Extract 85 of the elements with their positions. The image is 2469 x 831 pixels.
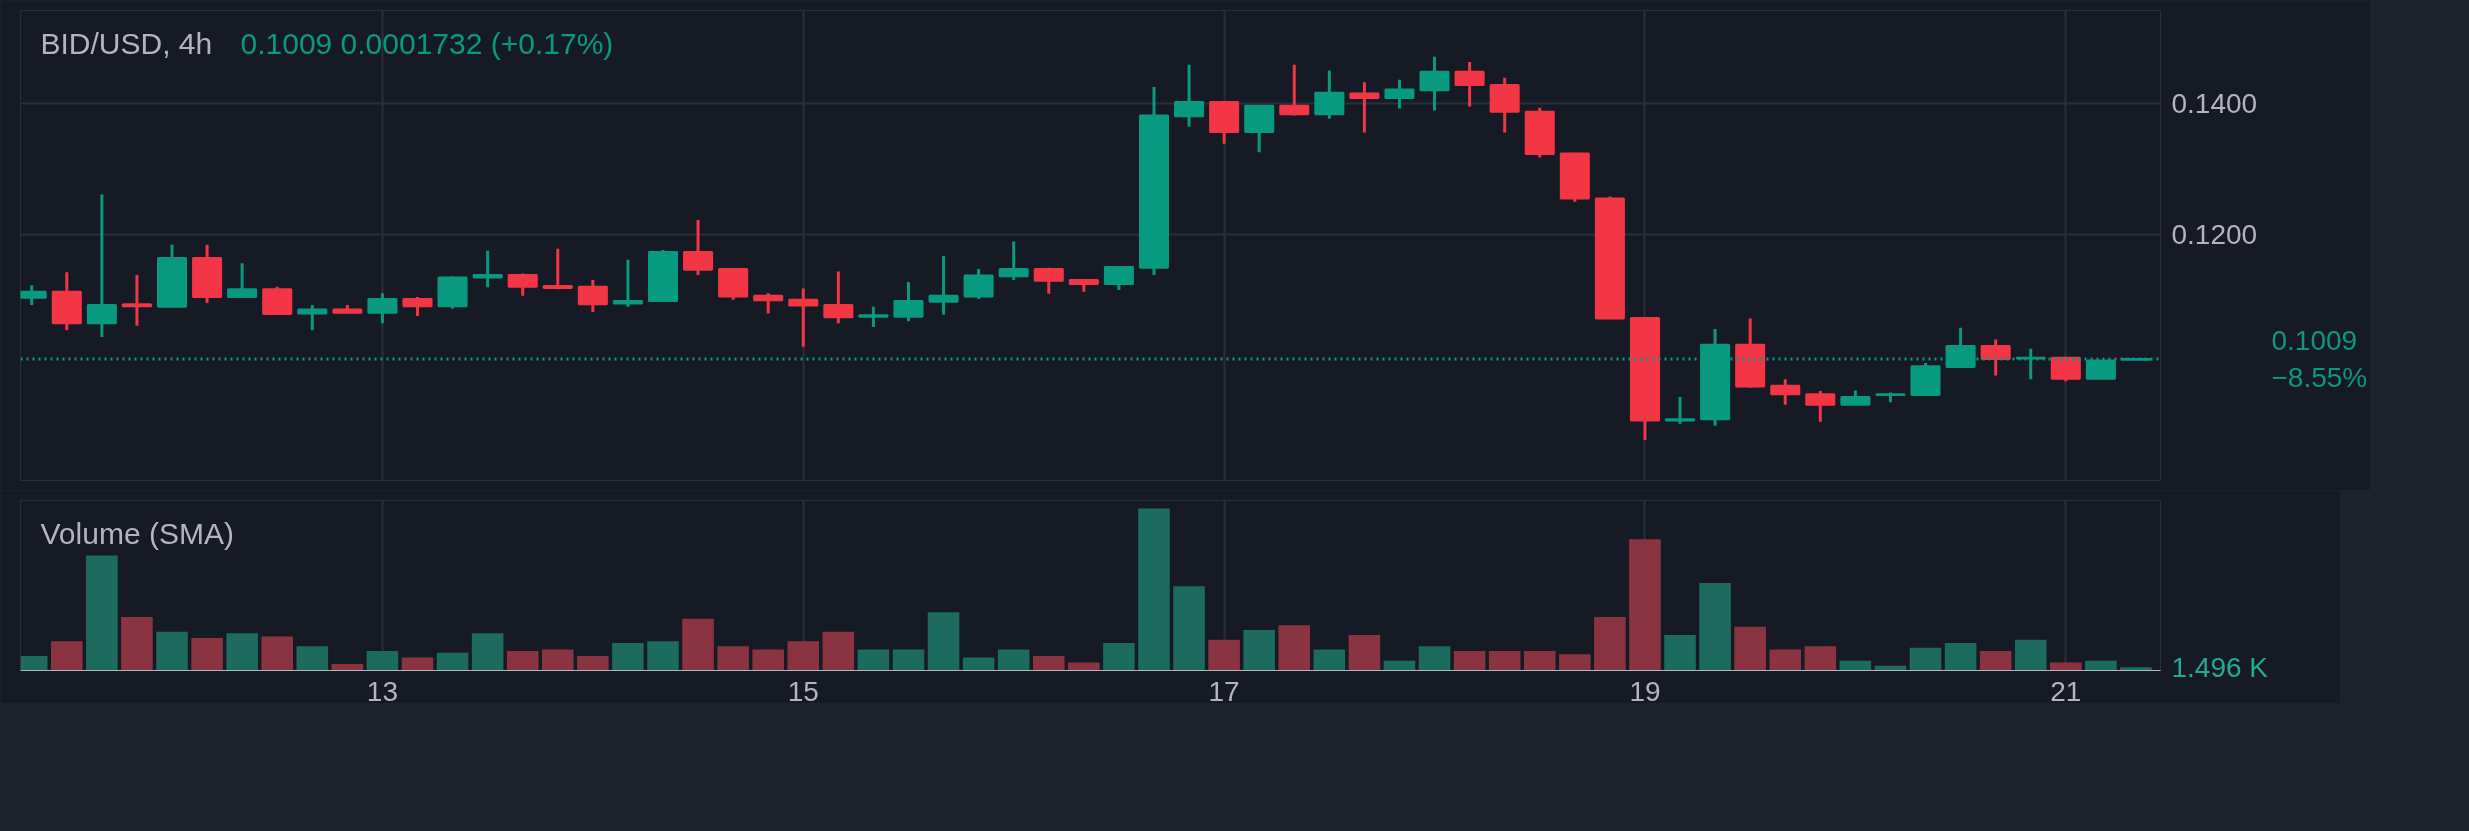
bar [647,641,679,671]
bar [1979,651,2012,671]
bar [1103,642,1135,671]
bar [1348,634,1381,671]
bar [752,649,784,671]
candlestick [788,288,819,347]
bar [1418,646,1451,671]
bar [822,631,855,671]
bar [1699,583,1731,671]
bar [1278,625,1311,671]
bar [506,651,539,671]
x-tick-label: 21 [2050,675,2082,707]
candlestick [1279,64,1310,116]
bar [577,655,609,671]
candlestick [1349,82,1380,133]
candlestick [612,258,643,307]
bar [331,664,364,671]
text: 0.1009 0.0001732 (+0.17%) [240,26,614,60]
x-tick-label: 13 [366,675,399,707]
bar [1664,634,1696,671]
candlestick [121,274,152,326]
bar [2085,660,2117,671]
bar [1243,630,1275,671]
bar [1068,662,1100,671]
candlestick [1770,379,1801,405]
bar [1944,642,1977,671]
bar [541,649,574,671]
bar [857,649,890,671]
bar [1453,651,1486,671]
bar [2014,639,2047,671]
x-tick-label: 17 [1208,675,1240,707]
bar [1804,646,1837,671]
bar [1313,649,1346,671]
bar [1559,654,1591,671]
candlestick [1665,396,1696,424]
x-tick-label: 19 [1629,675,1661,707]
bar [892,649,925,671]
bar [51,641,83,671]
bar [1208,639,1240,671]
bar [787,641,820,671]
x-tick-label: 15 [787,675,819,707]
bar [366,651,399,671]
candlestick [753,293,784,314]
candlestick [928,255,959,315]
text: BID/USD, 4h [40,26,213,60]
bar [296,646,329,671]
ref-line-label: 0.1009 −8.55% [2271,324,2368,394]
bar [717,646,749,671]
bar [1594,617,1626,671]
bar [156,631,188,671]
bar [1173,586,1205,671]
bar [927,612,960,671]
bar [121,617,153,671]
bar [612,642,644,671]
bar [1734,626,1766,671]
bar [1909,647,1942,671]
y-tick-label: 0.1200 [2171,218,2258,250]
bar [436,652,469,671]
candlestick [297,304,328,331]
y-tick-label: 0.1400 [2171,88,2258,120]
bar [191,638,223,671]
bar [1839,660,1872,671]
bar [1032,655,1065,671]
bar [1523,651,1556,671]
candlestick [86,194,117,337]
bar [401,657,434,671]
bar [1769,649,1802,671]
bar [1629,539,1661,671]
candlestick [998,241,1029,281]
bar [226,633,258,671]
bar [2120,667,2152,671]
bar [1138,508,1170,671]
bar [682,618,714,671]
bar [471,633,504,671]
text: 1.496 K [2171,651,2269,683]
bar [2050,662,2082,671]
bar [1488,651,1521,671]
candlestick [542,247,573,291]
bar [997,649,1030,671]
bar [261,636,293,671]
candlestick [858,305,889,328]
bar [962,657,995,671]
bar [1383,660,1416,671]
bar [86,555,118,671]
chart-title: Volume (SMA) [40,516,234,550]
